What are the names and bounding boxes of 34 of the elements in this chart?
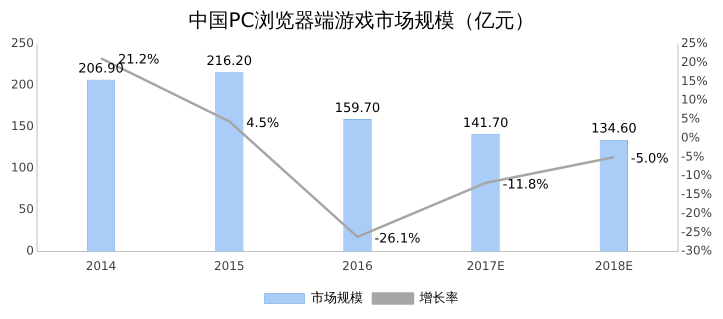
- legend-label: 市场规模: [311, 290, 363, 306]
- y-tick-label: 200: [11, 78, 34, 92]
- y2-tick-label: 25%: [681, 36, 708, 50]
- y2-tick-label: 5%: [681, 112, 700, 126]
- y2-tick-label: -5%: [681, 149, 704, 164]
- data-label: 141.70: [462, 116, 508, 131]
- data-label: 159.70: [334, 100, 380, 116]
- x-tick-label: 2018E: [594, 258, 633, 273]
- y2-tick-label: 15%: [681, 74, 708, 88]
- y2-tick-label: 0%: [681, 130, 700, 144]
- y2-tick-label: -25%: [681, 224, 712, 239]
- data-label: 134.60: [591, 122, 637, 137]
- data-label: -5.0%: [630, 152, 669, 167]
- y-tick-label: 100: [11, 160, 34, 175]
- chart-title: 中国PC浏览器端游戏市场规模（亿元）: [188, 8, 535, 32]
- y2-tick-label: -20%: [681, 206, 712, 220]
- x-tick-label: 2017E: [466, 258, 505, 273]
- y2-tick-label: -30%: [681, 244, 712, 258]
- y-tick-label: 0: [26, 244, 34, 258]
- y2-tick-label: -15%: [681, 187, 712, 202]
- y2-tick-label: -10%: [681, 168, 712, 182]
- data-label: -26.1%: [374, 231, 420, 246]
- y2-tick-label: 20%: [681, 55, 708, 69]
- y2-tick-label: 10%: [681, 92, 708, 107]
- x-tick-label: 2016: [342, 258, 373, 273]
- data-label: -11.8%: [502, 177, 549, 192]
- data-label: 4.5%: [246, 116, 280, 131]
- x-tick-label: 2015: [214, 258, 245, 273]
- legend-label: 增长率: [418, 290, 458, 306]
- x-tick-label: 2014: [86, 258, 116, 273]
- y-tick-label: 150: [11, 119, 34, 134]
- data-label: 216.20: [206, 54, 252, 69]
- y-tick-label: 50: [18, 202, 34, 216]
- y-tick-label: 250: [11, 36, 34, 50]
